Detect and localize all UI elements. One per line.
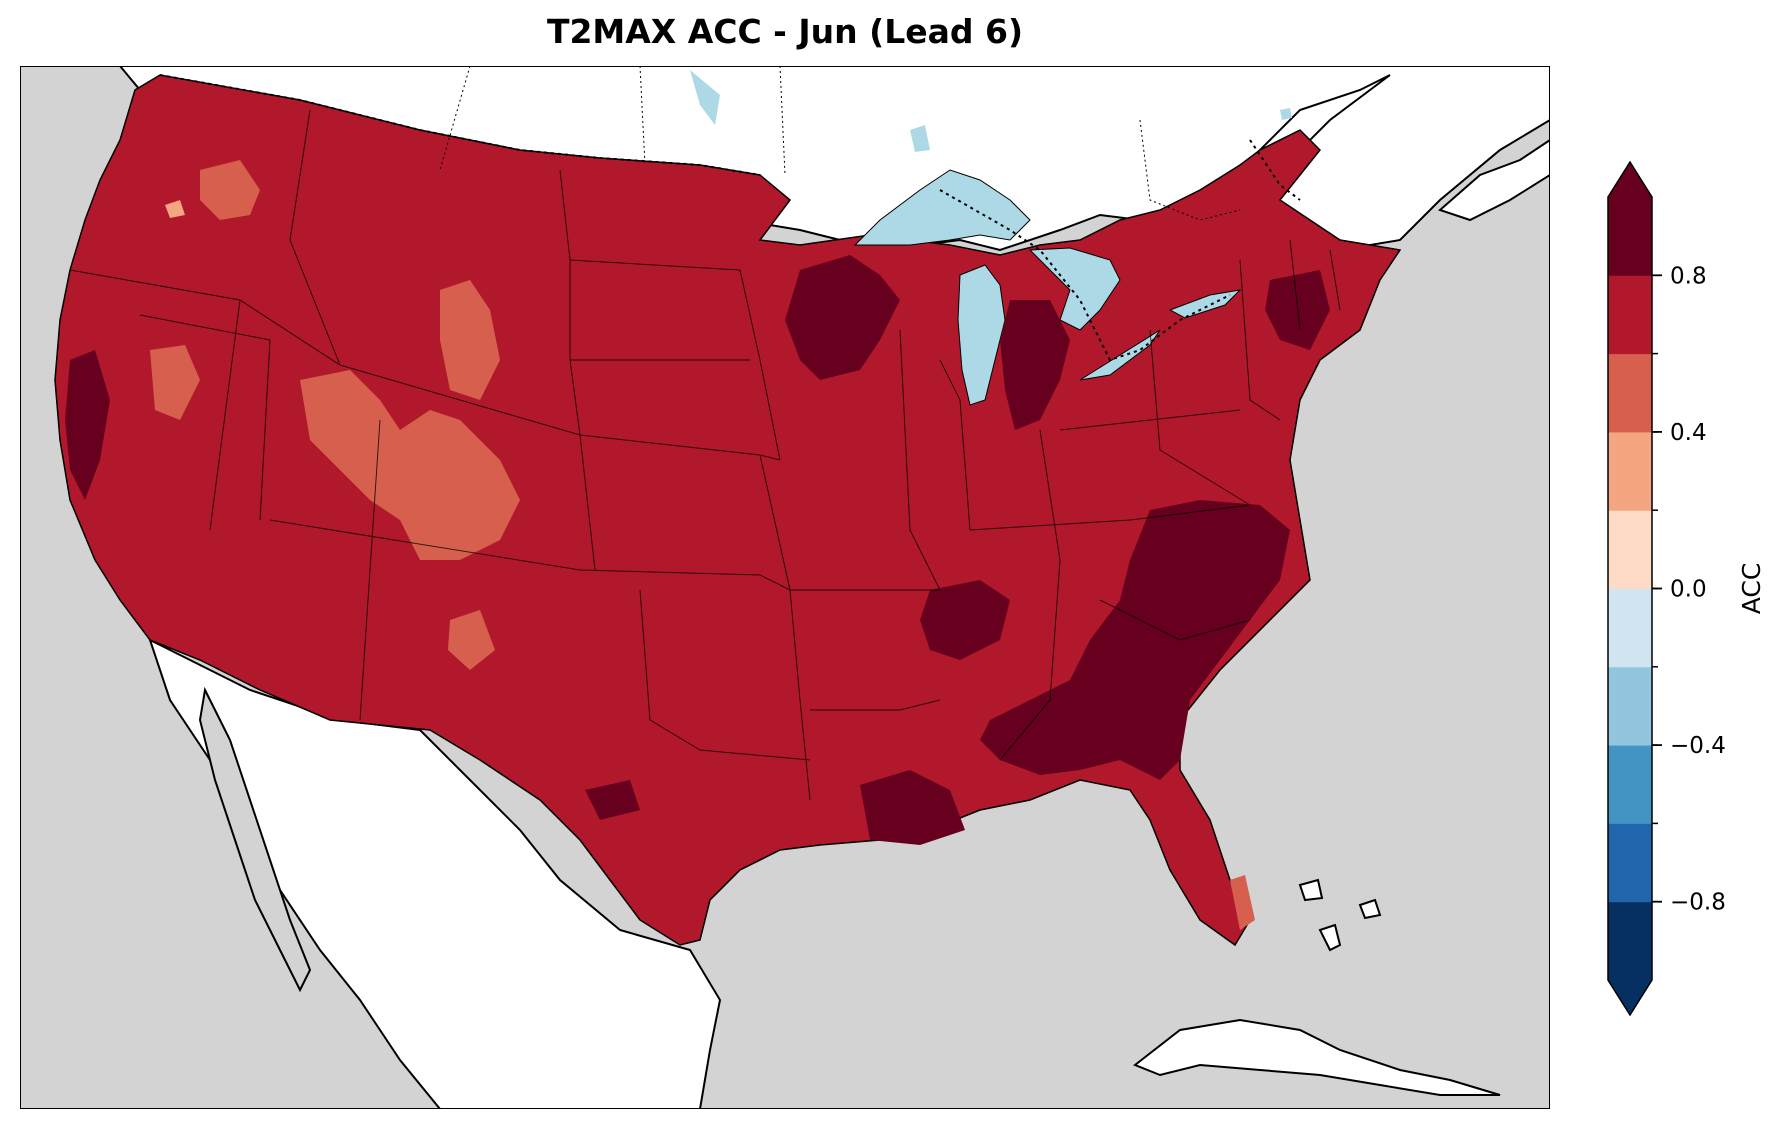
province-borders <box>439 66 1241 221</box>
bahamas <box>1298 878 1382 952</box>
colorbar-extend-max <box>1608 162 1652 197</box>
field-mid-nevada <box>150 345 200 420</box>
colorbar-ticks: −0.8 −0.4 0.0 0.4 0.8 <box>1652 263 1726 916</box>
state-boundaries <box>69 109 1341 801</box>
field-mid-wyoming <box>440 280 500 400</box>
colorbar-bin <box>1608 745 1652 824</box>
great-lakes-michigan <box>957 264 1006 406</box>
country-border <box>159 74 1301 362</box>
colorbar-label: ACC <box>1737 563 1766 615</box>
colorbar-extend-min <box>1608 980 1652 1015</box>
field-high-louisiana <box>860 770 965 845</box>
colorbar-bins <box>1607 160 1653 1017</box>
colorbar-bin <box>1608 353 1652 433</box>
colorbar-tick-label: −0.8 <box>1670 890 1726 916</box>
colorbar-tick-label: 0.8 <box>1670 263 1707 289</box>
colorbar-outline <box>1607 160 1653 1017</box>
colorbar-bin <box>1608 823 1652 903</box>
colorbar-tick-label: 0.0 <box>1670 577 1707 603</box>
colorbar-bin <box>1608 588 1652 668</box>
field-high-southeast <box>980 500 1290 780</box>
cuba-land <box>1133 1018 1501 1096</box>
great-lakes-erie-ontario <box>1079 289 1242 381</box>
field-mid-idaho <box>200 160 260 220</box>
baja-california <box>198 686 312 993</box>
colorbar-bin <box>1608 666 1652 746</box>
field-mid-newmexico <box>448 610 495 670</box>
field-high-texas <box>585 780 640 820</box>
field-low-oregon <box>165 200 185 218</box>
colorbar-tick-label: −0.4 <box>1670 733 1726 759</box>
field-high-upper-midwest <box>785 255 900 380</box>
field-high-michigan-area <box>1000 300 1070 430</box>
colorbar-bin <box>1608 431 1652 511</box>
colorbar-bin <box>1608 901 1652 981</box>
field-mid-florida <box>1230 875 1255 930</box>
nova-scotia <box>1438 138 1550 222</box>
colorbar-bin <box>1608 197 1652 276</box>
colorbar-tick-label: 0.4 <box>1670 420 1707 446</box>
field-mid-rockies <box>300 370 520 560</box>
field-high-california <box>65 350 110 500</box>
great-lakes-superior <box>853 169 1031 246</box>
colorbar-bin <box>1608 275 1652 355</box>
map-title: T2MAX ACC - Jun (Lead 6) <box>546 12 1024 51</box>
colorbar-bin <box>1608 510 1652 589</box>
field-high-midsouth <box>920 580 1010 660</box>
